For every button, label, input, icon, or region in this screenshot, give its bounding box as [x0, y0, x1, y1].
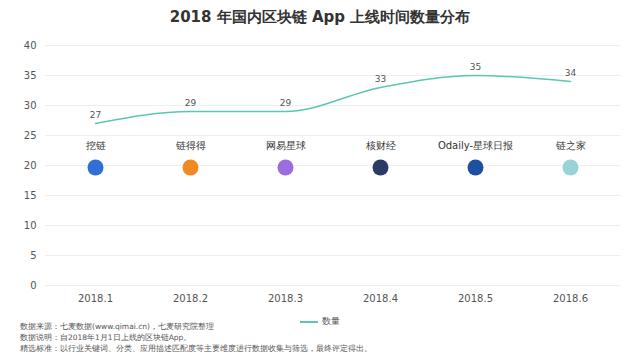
svg-text:挖链: 挖链 — [86, 140, 106, 151]
svg-text:35: 35 — [470, 62, 481, 72]
html-text:数据来源：七麦数据(www.qimai.cn)，七麦研究院整: 数据来源：七麦数据(www.qimai.cn)，七麦研究院整理 — [20, 322, 214, 331]
svg-text:27: 27 — [90, 110, 101, 120]
svg-text:33: 33 — [375, 74, 386, 84]
svg-text:40: 40 — [24, 40, 37, 51]
svg-text:10: 10 — [24, 220, 37, 231]
svg-text:20: 20 — [24, 160, 37, 171]
svg-text:2018.1: 2018.1 — [78, 293, 113, 304]
svg-text:2018.5: 2018.5 — [458, 293, 493, 304]
svg-text:5: 5 — [30, 250, 36, 261]
svg-text:29: 29 — [280, 98, 292, 108]
svg-text:链得得: 链得得 — [175, 140, 206, 151]
html-text:精选标准：以行业关键词、分类、应用描述匹配度等主要维度进行数: 精选标准：以行业关键词、分类、应用描述匹配度等主要维度进行数据收集与筛选，最终评… — [20, 344, 372, 353]
html-text:2018 年国内区块链 App 上线时间数量分布: 2018 年国内区块链 App 上线时间数量分布 — [169, 8, 471, 26]
svg-text:0: 0 — [30, 280, 36, 291]
svg-text:15: 15 — [24, 190, 37, 201]
svg-text:29: 29 — [185, 98, 197, 108]
svg-text:2018.4: 2018.4 — [363, 293, 398, 304]
svg-text:链之家: 链之家 — [555, 140, 586, 151]
html-text:数据说明：自2018年1月1日上线的区块链App。: 数据说明：自2018年1月1日上线的区块链App。 — [20, 333, 192, 342]
svg-text:35: 35 — [24, 70, 37, 81]
svg-text:2018.6: 2018.6 — [553, 293, 588, 304]
html-text:数量: 数量 — [322, 316, 340, 326]
svg-text:网易星球: 网易星球 — [266, 140, 306, 151]
svg-text:34: 34 — [565, 68, 577, 78]
svg-text:Odaily-星球日报: Odaily-星球日报 — [438, 140, 513, 151]
svg-text:2018.3: 2018.3 — [268, 293, 303, 304]
svg-text:2018.2: 2018.2 — [173, 293, 208, 304]
svg-text:25: 25 — [24, 130, 37, 141]
svg-text:核财经: 核财经 — [365, 140, 396, 151]
svg-text:30: 30 — [24, 100, 37, 111]
